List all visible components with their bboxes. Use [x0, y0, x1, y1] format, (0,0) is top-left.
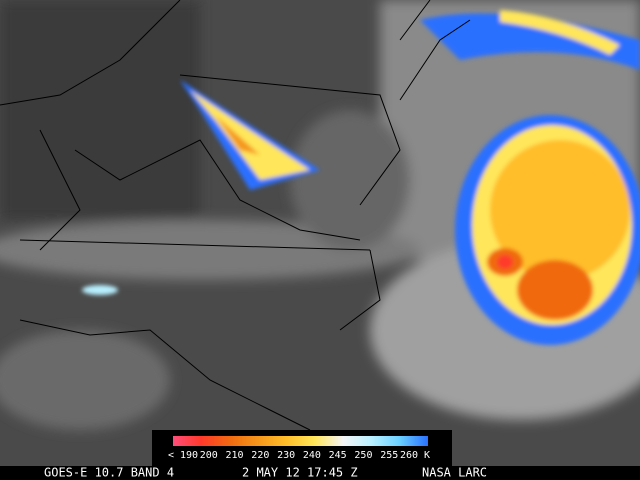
colorbar-label: < 190	[168, 450, 198, 461]
source: NASA LARC	[422, 466, 487, 480]
colorbar-label: 240	[303, 450, 321, 461]
footer-bar	[0, 466, 640, 480]
colorbar-label: 245	[329, 450, 347, 461]
colorbar-label: 210	[226, 450, 244, 461]
time: 2 MAY 12 17:45 Z	[242, 466, 358, 480]
storms	[82, 10, 640, 345]
colorbar-label: 260 K	[400, 450, 430, 461]
product: GOES-E 10.7 BAND 4	[44, 466, 174, 480]
state-borders	[0, 0, 471, 431]
colorbar-label: 200	[200, 450, 218, 461]
clouds	[0, 0, 640, 430]
colorbar-label: 230	[277, 450, 295, 461]
colorbar-label: 250	[354, 450, 372, 461]
colorbar-label: 255	[380, 450, 398, 461]
colorbar	[173, 436, 428, 446]
colorbar-labels: < 190 200 210 220 230 240 245 250 255 260 K	[168, 450, 430, 461]
colorbar-label: 220	[251, 450, 269, 461]
